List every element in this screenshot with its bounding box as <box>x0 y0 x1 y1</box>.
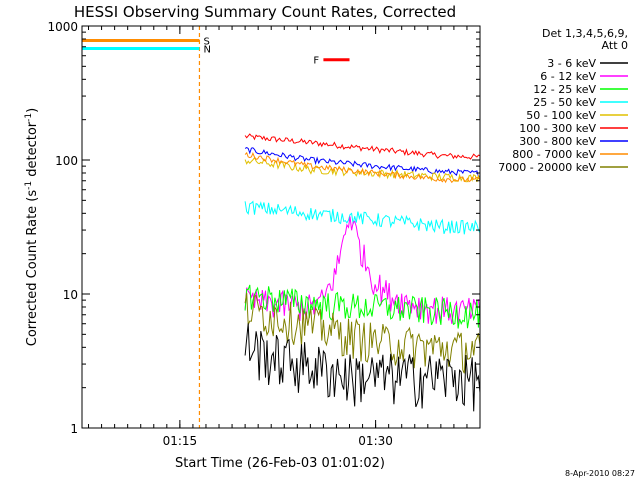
legend-entry-6: 100 - 300 keV <box>519 122 596 135</box>
flag-label-5: F <box>313 56 319 67</box>
flag-label-1: S <box>203 36 209 47</box>
trace-3 <box>244 156 480 183</box>
y-tick-label-3: 100 <box>55 154 78 168</box>
y-axis-label-mid: detector <box>25 121 40 181</box>
legend-title-1: Det 1,3,4,5,6,9, <box>542 27 628 40</box>
y-axis-label-end: ) <box>25 108 40 113</box>
x-tick-label-1: 01:15 <box>163 434 198 448</box>
trace-2 <box>244 147 480 177</box>
y-axis-label-main: Corrected Count Rate (s <box>25 190 40 347</box>
trace-5 <box>244 200 480 235</box>
footer-timestamp: 8-Apr-2010 08:27 <box>565 469 635 478</box>
axes: 01:15 01:30 1 10 100 1000 <box>47 20 481 448</box>
trace-9 <box>244 323 480 412</box>
y-axis-label-sup2: -1 <box>24 113 34 122</box>
legend-entry-1: 3 - 6 keV <box>547 57 596 70</box>
legend-title-2: Att 0 <box>602 39 628 52</box>
y-tick-label-1: 1 <box>70 422 78 436</box>
legend-entry-2: 6 - 12 keV <box>540 70 596 83</box>
trace-1 <box>244 133 480 160</box>
x-tick-label-2: 01:30 <box>358 434 393 448</box>
trace-6 <box>244 216 480 324</box>
flag-label-2: N <box>203 44 210 55</box>
legend-entry-8: 800 - 7000 keV <box>512 148 596 161</box>
legend-entry-9: 7000 - 20000 keV <box>498 161 596 174</box>
y-tick-label-2: 10 <box>63 288 78 302</box>
trace-7 <box>244 284 480 329</box>
y-tick-label-4: 1000 <box>47 20 78 34</box>
chart-title: HESSI Observing Summary Count Rates, Cor… <box>74 3 456 21</box>
y-axis-label: Corrected Count Rate (s-1 detector-1) <box>24 108 40 346</box>
x-axis-label: Start Time (26-Feb-03 01:01:02) <box>175 456 385 471</box>
plot-content: SNSNF <box>82 26 480 428</box>
legend-entry-7: 300 - 800 keV <box>519 135 596 148</box>
legend-entry-3: 12 - 25 keV <box>533 83 596 96</box>
trace-8 <box>244 292 480 374</box>
plot-frame <box>81 25 481 429</box>
legend-entry-4: 25 - 50 keV <box>533 96 596 109</box>
plot-area: SNSNF <box>82 26 480 428</box>
y-axis-label-sup1: -1 <box>24 181 34 190</box>
trace-4 <box>244 151 480 184</box>
legend-entry-5: 50 - 100 keV <box>526 109 596 122</box>
